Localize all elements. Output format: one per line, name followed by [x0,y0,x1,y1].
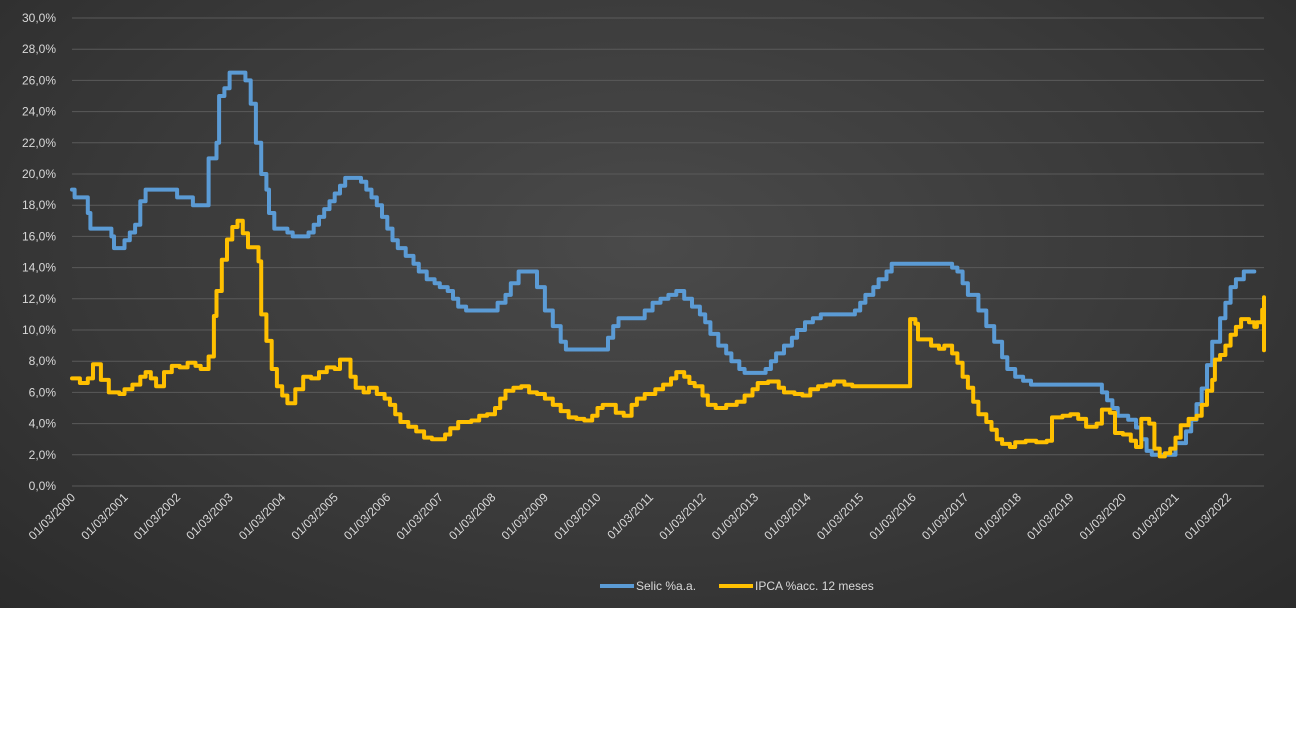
x-tick-label: 01/03/2000 [26,490,79,543]
y-tick-label: 8,0% [29,354,57,368]
y-tick-label: 24,0% [22,105,56,119]
series-line-selic [70,70,1257,457]
y-tick-label: 16,0% [22,229,56,243]
legend-label-ipca: IPCA %acc. 12 meses [755,579,874,593]
legend-label-selic: Selic %a.a. [636,579,696,593]
line-chart: 0,0% 2,0% 4,0% 6,0% 8,0% 10,0% 12,0% 14,0% 16,0%… [22,11,1266,593]
x-tick-label: 01/03/2018 [972,490,1025,543]
x-tick-label: 01/03/2009 [499,490,552,543]
x-tick-label: 01/03/2022 [1182,490,1235,543]
grid-lines [72,17,1264,487]
x-axis-tick-labels: 01/03/2000 01/03/2001 01/03/2002 01/03/2003… [26,490,1235,543]
x-tick-label: 01/03/2002 [131,490,184,543]
x-tick-label: 01/03/2007 [394,490,447,543]
series-lines [70,70,1266,459]
x-tick-label: 01/03/2006 [341,490,394,543]
y-tick-label: 30,0% [22,11,56,25]
x-tick-label: 01/03/2016 [866,490,919,543]
x-tick-label: 01/03/2019 [1024,490,1077,543]
y-tick-label: 2,0% [29,448,57,462]
x-tick-label: 01/03/2021 [1129,490,1182,543]
x-tick-label: 01/03/2010 [551,490,604,543]
y-tick-label: 14,0% [22,261,56,275]
y-axis-tick-labels: 0,0% 2,0% 4,0% 6,0% 8,0% 10,0% 12,0% 14,0% 16,0%… [22,11,56,493]
y-tick-label: 0,0% [29,479,57,493]
x-tick-label: 01/03/2012 [656,490,709,543]
x-tick-label: 01/03/2017 [919,490,972,543]
y-tick-label: 10,0% [22,323,56,337]
x-tick-label: 01/03/2004 [236,490,289,543]
series-line-ipca [70,218,1266,459]
x-tick-label: 01/03/2013 [709,490,762,543]
x-tick-label: 01/03/2003 [183,490,236,543]
y-tick-label: 6,0% [29,385,57,399]
y-tick-label: 4,0% [29,417,57,431]
y-tick-label: 12,0% [22,292,56,306]
y-tick-label: 20,0% [22,167,56,181]
x-tick-label: 01/03/2008 [446,490,499,543]
y-tick-label: 22,0% [22,136,56,150]
y-tick-label: 28,0% [22,42,56,56]
y-tick-label: 26,0% [22,73,56,87]
x-tick-label: 01/03/2005 [288,490,341,543]
legend: Selic %a.a. IPCA %acc. 12 meses [600,579,874,593]
x-tick-label: 01/03/2001 [78,490,131,543]
y-tick-label: 18,0% [22,198,56,212]
x-tick-label: 01/03/2015 [814,490,867,543]
x-tick-label: 01/03/2011 [604,490,656,542]
x-tick-label: 01/03/2014 [761,490,814,543]
x-tick-label: 01/03/2020 [1077,490,1130,543]
chart-panel: 0,0% 2,0% 4,0% 6,0% 8,0% 10,0% 12,0% 14,0% 16,0%… [0,0,1296,608]
